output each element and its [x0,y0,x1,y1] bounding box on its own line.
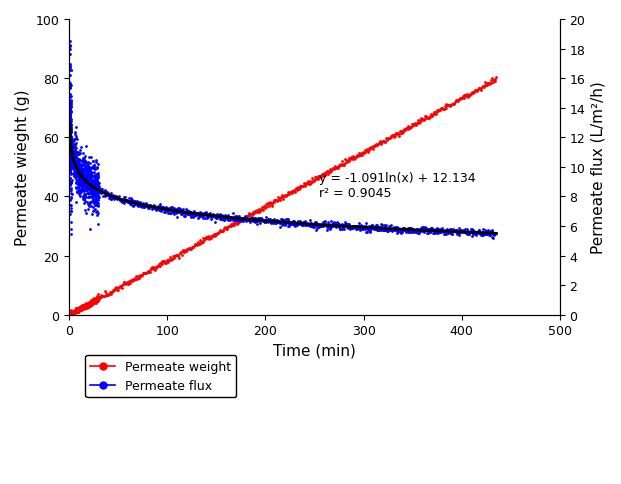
Text: y = -1.091ln(x) + 12.134
r² = 0.9045: y = -1.091ln(x) + 12.134 r² = 0.9045 [319,171,476,199]
Permeate flux [93,210,100,215]
Permeate weight [284,190,292,196]
Permeate flux [266,217,273,223]
Line: Permeate flux: Permeate flux [68,40,497,240]
Permeate flux [66,106,74,112]
Legend: Permeate weight, Permeate flux: Permeate weight, Permeate flux [85,355,237,397]
Permeate flux [66,150,73,156]
Permeate weight [97,293,105,299]
Line: Permeate weight: Permeate weight [68,77,497,317]
Permeate flux [66,39,73,45]
Permeate flux [89,159,97,165]
Permeate flux [489,236,497,242]
X-axis label: Time (min): Time (min) [273,343,356,358]
Permeate flux [76,151,83,156]
Permeate weight [73,308,81,314]
Y-axis label: Permeate wieght (g): Permeate wieght (g) [15,90,30,245]
Permeate weight [122,282,129,287]
Permeate flux [492,231,500,237]
Y-axis label: Permeate flux (L/m²/h): Permeate flux (L/m²/h) [591,81,606,254]
Permeate flux [92,183,99,189]
Permeate weight [358,153,366,159]
Permeate weight [66,312,73,318]
Permeate weight [347,157,354,163]
Permeate weight [492,76,500,81]
